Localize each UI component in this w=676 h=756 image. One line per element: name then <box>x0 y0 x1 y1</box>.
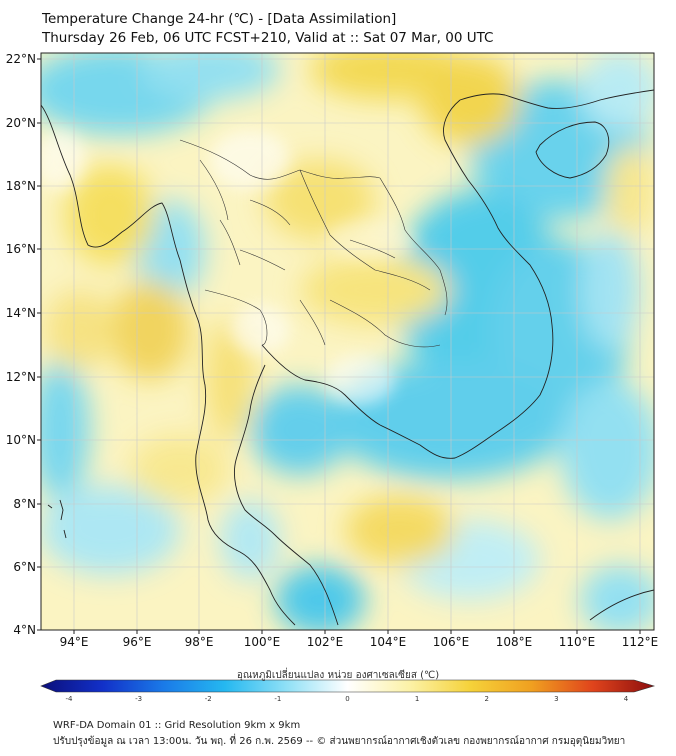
coastlines <box>41 89 654 626</box>
colorbar-scale <box>40 679 656 693</box>
lat-label: 12°N <box>6 370 36 384</box>
lat-label: 4°N <box>13 623 36 637</box>
lon-tick-labels: 94°E 96°E 98°E 100°E 102°E 104°E 106°E 1… <box>60 635 659 649</box>
colorbar-tick-label: -2 <box>205 695 212 703</box>
lat-label: 6°N <box>13 560 36 574</box>
colorbar-tick-label: 3 <box>554 695 558 703</box>
lon-label: 100°E <box>244 635 281 649</box>
lon-label: 98°E <box>185 635 214 649</box>
colorbar-tick-label: 4 <box>624 695 629 703</box>
lon-label: 104°E <box>370 635 407 649</box>
lon-label: 112°E <box>622 635 659 649</box>
colorbar-tick-label: 0 <box>345 695 349 703</box>
map-subtitle: Thursday 26 Feb, 06 UTC FCST+210, Valid … <box>42 30 494 46</box>
lat-label: 20°N <box>6 116 36 130</box>
lat-label: 18°N <box>6 179 36 193</box>
colorbar-tick-label: -1 <box>274 695 281 703</box>
footer-update-info: ปรับปรุงข้อมูล ณ เวลา 13:00น. วัน พฤ. ที… <box>53 736 626 747</box>
colorbar-tick-label: 2 <box>485 695 489 703</box>
map-frame <box>40 52 655 631</box>
lat-label: 14°N <box>6 306 36 320</box>
lat-label: 16°N <box>6 242 36 256</box>
lon-label: 108°E <box>496 635 533 649</box>
colorbar-tick-label: -4 <box>66 695 74 703</box>
temperature-field <box>41 53 654 630</box>
lon-label: 94°E <box>60 635 89 649</box>
colorbar-ticks: -4 -3 -2 -1 0 1 2 3 4 <box>66 695 629 703</box>
lon-label: 110°E <box>559 635 596 649</box>
lat-tick-labels: 22°N 20°N 18°N 16°N 14°N 12°N 10°N 8°N 6… <box>6 52 36 637</box>
colorbar: -4 -3 -2 -1 0 1 2 3 4 <box>40 679 656 703</box>
lat-label: 8°N <box>13 497 36 511</box>
footer-domain-info: WRF-DA Domain 01 :: Grid Resolution 9km … <box>53 720 301 731</box>
colorbar-tick-label: -3 <box>135 695 142 703</box>
colorbar-tick-label: 1 <box>415 695 419 703</box>
map-title: Temperature Change 24-hr (℃) - [Data Ass… <box>42 11 397 27</box>
axis-ticks <box>37 58 641 634</box>
colorbar-title: อุณหภูมิเปลี่ยนแปลง หน่วย องศาเซลเซียส (… <box>236 670 440 681</box>
lat-label: 22°N <box>6 52 36 66</box>
lat-label: 10°N <box>6 433 36 447</box>
gridlines <box>41 53 654 630</box>
lon-label: 106°E <box>433 635 470 649</box>
country-borders <box>179 139 448 348</box>
lon-label: 102°E <box>307 635 344 649</box>
lon-label: 96°E <box>123 635 152 649</box>
